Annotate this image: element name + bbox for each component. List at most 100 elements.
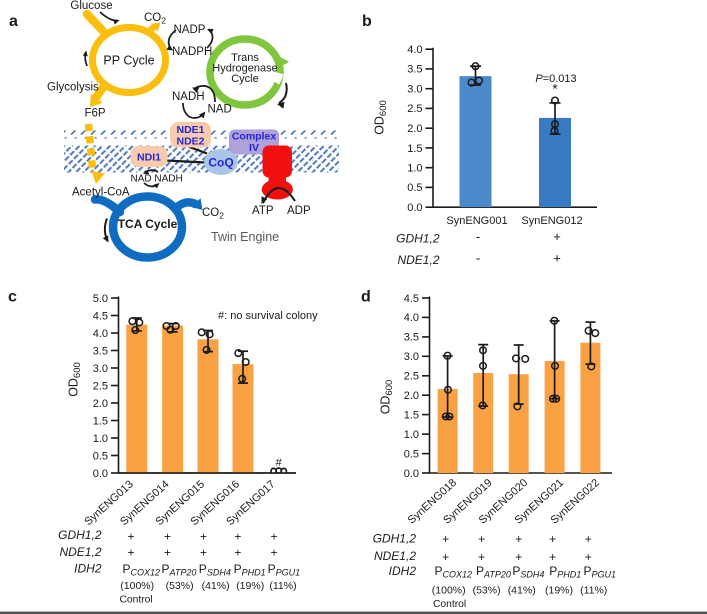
svg-text:SynENG001: SynENG001 xyxy=(446,215,507,227)
svg-text:2.5: 2.5 xyxy=(407,103,422,115)
svg-text:+: + xyxy=(478,532,485,546)
svg-text:3.0: 3.0 xyxy=(407,84,422,96)
svg-text:(19%): (19%) xyxy=(236,580,264,592)
svg-text:2.0: 2.0 xyxy=(407,123,422,135)
svg-text:b: b xyxy=(362,13,372,30)
svg-text:a: a xyxy=(9,13,18,30)
svg-text:-: - xyxy=(476,251,480,266)
svg-text:+: + xyxy=(270,530,277,544)
svg-text:SynENG012: SynENG012 xyxy=(521,215,582,227)
svg-text:+: + xyxy=(200,546,207,560)
svg-text:4.0: 4.0 xyxy=(404,312,419,324)
svg-text:+: + xyxy=(127,546,134,560)
svg-text:0.5: 0.5 xyxy=(404,448,419,460)
svg-text:2.0: 2.0 xyxy=(93,398,108,410)
svg-text:2.5: 2.5 xyxy=(93,380,108,392)
svg-text:Trans: Trans xyxy=(231,52,259,64)
svg-text:+: + xyxy=(585,550,592,564)
svg-text:Complex: Complex xyxy=(232,131,277,143)
svg-text:+: + xyxy=(442,550,449,564)
svg-text:(100%): (100%) xyxy=(120,580,154,592)
svg-text:Hydrogenase: Hydrogenase xyxy=(212,63,277,75)
svg-text:NDE2: NDE2 xyxy=(176,136,204,148)
svg-text:ADP: ADP xyxy=(287,205,311,217)
svg-text:+: + xyxy=(585,532,592,546)
svg-text:Twin Engine: Twin Engine xyxy=(211,230,279,244)
svg-text:-: - xyxy=(476,229,480,244)
svg-text:NDE1,2: NDE1,2 xyxy=(59,545,101,559)
svg-text:+: + xyxy=(549,532,556,546)
svg-text:NADP: NADP xyxy=(174,24,206,36)
svg-text:2.0: 2.0 xyxy=(404,390,419,402)
svg-text:NADH: NADH xyxy=(172,91,205,103)
svg-text:Control: Control xyxy=(120,594,153,605)
svg-text:TCA Cycle: TCA Cycle xyxy=(118,217,178,231)
svg-text:0.0: 0.0 xyxy=(404,468,419,480)
svg-text:NDI1: NDI1 xyxy=(137,152,161,164)
svg-text:Glucose: Glucose xyxy=(70,0,112,12)
svg-text:+: + xyxy=(164,530,171,544)
svg-text:Cycle: Cycle xyxy=(231,73,259,85)
svg-text:4.0: 4.0 xyxy=(93,328,108,340)
svg-text:(53%): (53%) xyxy=(473,585,501,597)
svg-text:*: * xyxy=(552,82,558,97)
svg-text:ATP: ATP xyxy=(252,205,274,217)
svg-text:(41%): (41%) xyxy=(202,580,230,592)
svg-text:1.0: 1.0 xyxy=(93,433,108,445)
svg-text:4.5: 4.5 xyxy=(93,310,108,322)
svg-text:+: + xyxy=(234,530,241,544)
svg-text:P=0.013: P=0.013 xyxy=(535,73,576,85)
svg-text:5.0: 5.0 xyxy=(93,293,108,305)
svg-text:d: d xyxy=(361,289,371,306)
svg-text:1.0: 1.0 xyxy=(404,429,419,441)
svg-text:(19%): (19%) xyxy=(545,585,573,597)
svg-text:NDE1,2: NDE1,2 xyxy=(374,549,416,563)
svg-text:+: + xyxy=(127,530,134,544)
svg-text:+: + xyxy=(553,229,561,244)
svg-text:+: + xyxy=(549,550,556,564)
svg-text:+: + xyxy=(515,532,522,546)
svg-text:1.5: 1.5 xyxy=(407,143,422,155)
svg-text:Control: Control xyxy=(433,599,466,610)
svg-text:0.5: 0.5 xyxy=(93,450,108,462)
svg-text:CO2: CO2 xyxy=(202,207,224,221)
svg-text:NDE1: NDE1 xyxy=(176,124,204,136)
svg-text:3.5: 3.5 xyxy=(407,64,422,76)
svg-text:NDE1,2: NDE1,2 xyxy=(397,253,439,267)
svg-text:2.5: 2.5 xyxy=(404,371,419,383)
svg-text:3.0: 3.0 xyxy=(93,363,108,375)
svg-text:GDH1,2: GDH1,2 xyxy=(58,528,102,542)
svg-text:F6P: F6P xyxy=(84,108,105,120)
svg-text:(100%): (100%) xyxy=(432,585,466,597)
svg-text:NADPH: NADPH xyxy=(172,46,212,58)
svg-text:Acetyl-CoA: Acetyl-CoA xyxy=(72,187,130,199)
svg-text:+: + xyxy=(553,251,561,266)
svg-text:4.5: 4.5 xyxy=(404,293,419,305)
svg-text:1.0: 1.0 xyxy=(407,163,422,175)
svg-text:PP Cycle: PP Cycle xyxy=(103,54,154,68)
svg-text:(41%): (41%) xyxy=(508,585,536,597)
svg-text:+: + xyxy=(478,550,485,564)
svg-text:+: + xyxy=(270,546,277,560)
svg-text:(11%): (11%) xyxy=(580,585,607,597)
svg-text:CoQ: CoQ xyxy=(208,156,233,170)
svg-text:CO2: CO2 xyxy=(144,12,166,26)
svg-text:IDH2: IDH2 xyxy=(74,562,102,576)
svg-text:3.5: 3.5 xyxy=(93,345,108,357)
svg-text:1.5: 1.5 xyxy=(93,415,108,427)
svg-text:+: + xyxy=(200,530,207,544)
svg-text:3.5: 3.5 xyxy=(404,332,419,344)
svg-text:IDH2: IDH2 xyxy=(389,564,417,578)
svg-text:0.0: 0.0 xyxy=(407,202,422,214)
svg-text:0.0: 0.0 xyxy=(93,468,108,480)
svg-text:GDH1,2: GDH1,2 xyxy=(396,232,440,246)
svg-text:GDH1,2: GDH1,2 xyxy=(373,532,417,546)
svg-text:4.0: 4.0 xyxy=(407,44,422,56)
svg-text:NAD: NAD xyxy=(208,104,232,116)
svg-text:+: + xyxy=(234,546,241,560)
svg-text:IV: IV xyxy=(249,142,259,154)
svg-text:(53%): (53%) xyxy=(166,580,194,592)
svg-text:#: # xyxy=(276,457,283,469)
svg-text:0.5: 0.5 xyxy=(407,182,422,194)
svg-text:3.0: 3.0 xyxy=(404,351,419,363)
